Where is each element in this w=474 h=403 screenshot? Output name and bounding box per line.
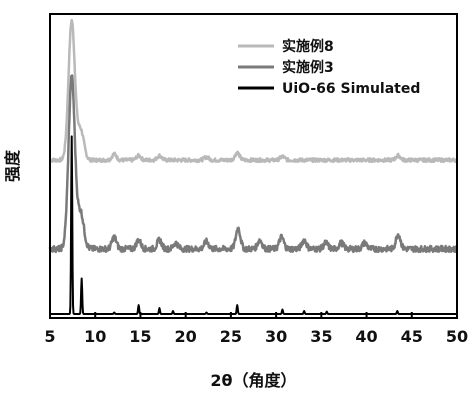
x-tick-label: 30	[265, 327, 287, 346]
series-line-2	[49, 135, 458, 315]
x-tick-label: 25	[220, 327, 242, 346]
x-tick-label: 50	[446, 327, 468, 346]
legend-label: 实施例8	[282, 38, 334, 55]
x-tick-label: 15	[129, 327, 151, 346]
x-tick-label: 40	[355, 327, 377, 346]
legend-label: 实施例3	[282, 59, 334, 76]
x-axis-ticks: 5 10 15 20 25 30 35 40 45 50	[44, 312, 468, 346]
plot-frame	[49, 13, 458, 319]
x-tick-label: 10	[84, 327, 106, 346]
series-line-1	[48, 74, 459, 254]
series-line-0	[49, 18, 458, 164]
x-tick-label: 20	[175, 327, 197, 346]
x-tick-label: 45	[401, 327, 423, 346]
x-tick-label: 5	[44, 327, 55, 346]
x-tick-label: 35	[310, 327, 332, 346]
plot-series-group	[48, 18, 459, 315]
y-axis-label: 强度	[3, 149, 22, 182]
legend: 实施例8 实施例3 UiO-66 Simulated	[238, 38, 420, 97]
legend-label: UiO-66 Simulated	[282, 81, 420, 97]
x-axis-label: 2θ（角度）	[210, 371, 296, 390]
